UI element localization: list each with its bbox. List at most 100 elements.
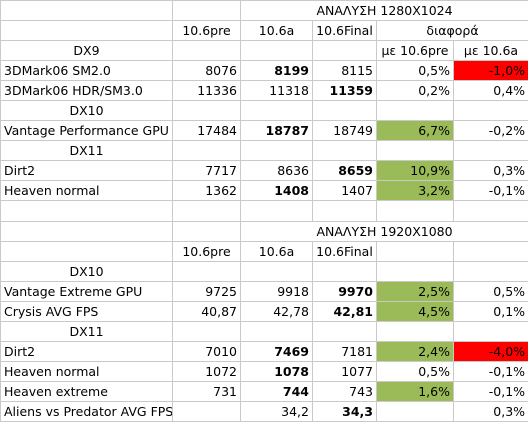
diff-vs-a: -0,2% — [452, 120, 528, 141]
value-10-6final: 1407 — [312, 180, 377, 201]
table-row: Vantage Performance GPU 17484 18787 18749 6,… — [0, 120, 528, 141]
header-10-6final: 10.6Final — [312, 20, 377, 41]
section1-header-row: 10.6pre 10.6a 10.6Final διαφορά — [0, 20, 528, 41]
cell-empty — [172, 140, 241, 161]
header-10-6pre: 10.6pre — [172, 20, 241, 41]
value-10-6pre: 731 — [172, 381, 241, 402]
value-10-6final: 11359 — [312, 80, 377, 101]
header-10-6a: 10.6a — [240, 20, 313, 41]
group-label: DX9 — [0, 40, 173, 61]
value-10-6a: 34,2 — [240, 401, 313, 422]
cell-empty — [312, 140, 377, 161]
cell-empty — [172, 40, 241, 61]
value-10-6final: 8659 — [312, 160, 377, 181]
value-10-6pre: 11336 — [172, 80, 241, 101]
cell-empty — [172, 321, 241, 342]
value-10-6final: 7181 — [312, 341, 377, 362]
cell-empty — [0, 0, 173, 21]
cell-empty — [376, 261, 454, 282]
table-row: Aliens vs Predator AVG FPS 34,2 34,3 0,3% — [0, 401, 528, 422]
cell-empty — [452, 321, 528, 342]
value-10-6pre: 40,87 — [172, 301, 241, 322]
spacer-row — [0, 200, 528, 222]
value-10-6a: 1078 — [240, 361, 313, 382]
diff-vs-pre: 2,5% — [376, 281, 454, 302]
diff-vs-pre: 0,5% — [376, 361, 454, 382]
group-label: DX11 — [0, 321, 173, 342]
table-row: Heaven normal 1362 1408 1407 3,2% -0,1% — [0, 180, 528, 201]
cell-empty — [312, 40, 377, 61]
group-row: DX10 — [0, 100, 528, 121]
row-name: Crysis AVG FPS — [0, 301, 173, 322]
cell-empty — [240, 321, 313, 342]
cell-empty — [452, 140, 528, 161]
row-name: Heaven normal — [0, 361, 173, 382]
value-10-6a: 8636 — [240, 160, 313, 181]
diff-vs-a: 0,3% — [452, 160, 528, 181]
value-10-6a: 42,78 — [240, 301, 313, 322]
diff-vs-pre: 1,6% — [376, 381, 454, 402]
section1-title-row: ΑΝΑΛΥΣΗ 1280X1024 — [0, 0, 528, 21]
cell-empty — [452, 241, 528, 262]
value-10-6pre: 8076 — [172, 60, 241, 81]
value-10-6a: 7469 — [240, 341, 313, 362]
cell-empty — [312, 261, 377, 282]
value-10-6pre: 1072 — [172, 361, 241, 382]
section2-header-row: 10.6pre 10.6a 10.6Final — [0, 241, 528, 262]
diff-vs-pre: 4,5% — [376, 301, 454, 322]
subheader-vs-a: με 10.6a — [452, 40, 528, 61]
table-row: Dirt2 7717 8636 8659 10,9% 0,3% — [0, 160, 528, 181]
table-row: 3DMark06 SM2.0 8076 8199 8115 0,5% -1,0% — [0, 60, 528, 81]
table-row: Dirt2 7010 7469 7181 2,4% -4,0% — [0, 341, 528, 362]
value-10-6final: 42,81 — [312, 301, 377, 322]
diff-vs-a: -0,1% — [452, 381, 528, 402]
cell-empty — [376, 200, 454, 222]
cell-empty — [312, 200, 377, 222]
diff-vs-a: -0,1% — [452, 180, 528, 201]
table-row: Heaven extreme 731 744 743 1,6% -0,1% — [0, 381, 528, 402]
row-name: Dirt2 — [0, 341, 173, 362]
group-label: DX10 — [0, 100, 173, 121]
section2-title-row: ΑΝΑΛΥΣΗ 1920X1080 — [0, 221, 528, 242]
cell-empty — [376, 241, 454, 262]
value-10-6pre — [172, 401, 241, 422]
value-10-6pre: 7010 — [172, 341, 241, 362]
row-name: Vantage Extreme GPU — [0, 281, 173, 302]
cell-empty — [240, 40, 313, 61]
diff-vs-a: 0,4% — [452, 80, 528, 101]
section1-subheader-row: DX9 με 10.6pre με 10.6a — [0, 40, 528, 61]
diff-vs-pre — [376, 401, 454, 422]
value-10-6pre: 7717 — [172, 160, 241, 181]
diff-vs-a: -0,1% — [452, 361, 528, 382]
cell-empty — [172, 100, 241, 121]
value-10-6a: 1408 — [240, 180, 313, 201]
group-row: DX11 — [0, 140, 528, 161]
cell-empty — [376, 140, 454, 161]
diff-vs-a: 0,1% — [452, 301, 528, 322]
row-name: Vantage Performance GPU — [0, 120, 173, 141]
row-name: Heaven extreme — [0, 381, 173, 402]
row-name: 3DMark06 HDR/SM3.0 — [0, 80, 173, 101]
section1-title: ΑΝΑΛΥΣΗ 1280X1024 — [239, 0, 528, 21]
diff-vs-pre: 6,7% — [376, 120, 454, 141]
diff-vs-pre: 10,9% — [376, 160, 454, 181]
value-10-6final: 18749 — [312, 120, 377, 141]
diff-vs-pre: 3,2% — [376, 180, 454, 201]
value-10-6a: 9918 — [240, 281, 313, 302]
row-name: Aliens vs Predator AVG FPS — [0, 401, 173, 422]
cell-empty — [0, 241, 173, 262]
value-10-6final: 1077 — [312, 361, 377, 382]
table-row: Crysis AVG FPS 40,87 42,78 42,81 4,5% 0,1% — [0, 301, 528, 322]
cell-empty — [452, 100, 528, 121]
row-name: 3DMark06 SM2.0 — [0, 60, 173, 81]
cell-empty — [0, 221, 173, 242]
value-10-6a: 11318 — [240, 80, 313, 101]
diff-vs-a: -1,0% — [452, 60, 528, 81]
value-10-6a: 8199 — [240, 60, 313, 81]
table-row: 3DMark06 HDR/SM3.0 11336 11318 11359 0,2% 0,4… — [0, 80, 528, 101]
cell-empty — [376, 321, 454, 342]
diff-vs-a: 0,3% — [452, 401, 528, 422]
cell-empty — [240, 261, 313, 282]
